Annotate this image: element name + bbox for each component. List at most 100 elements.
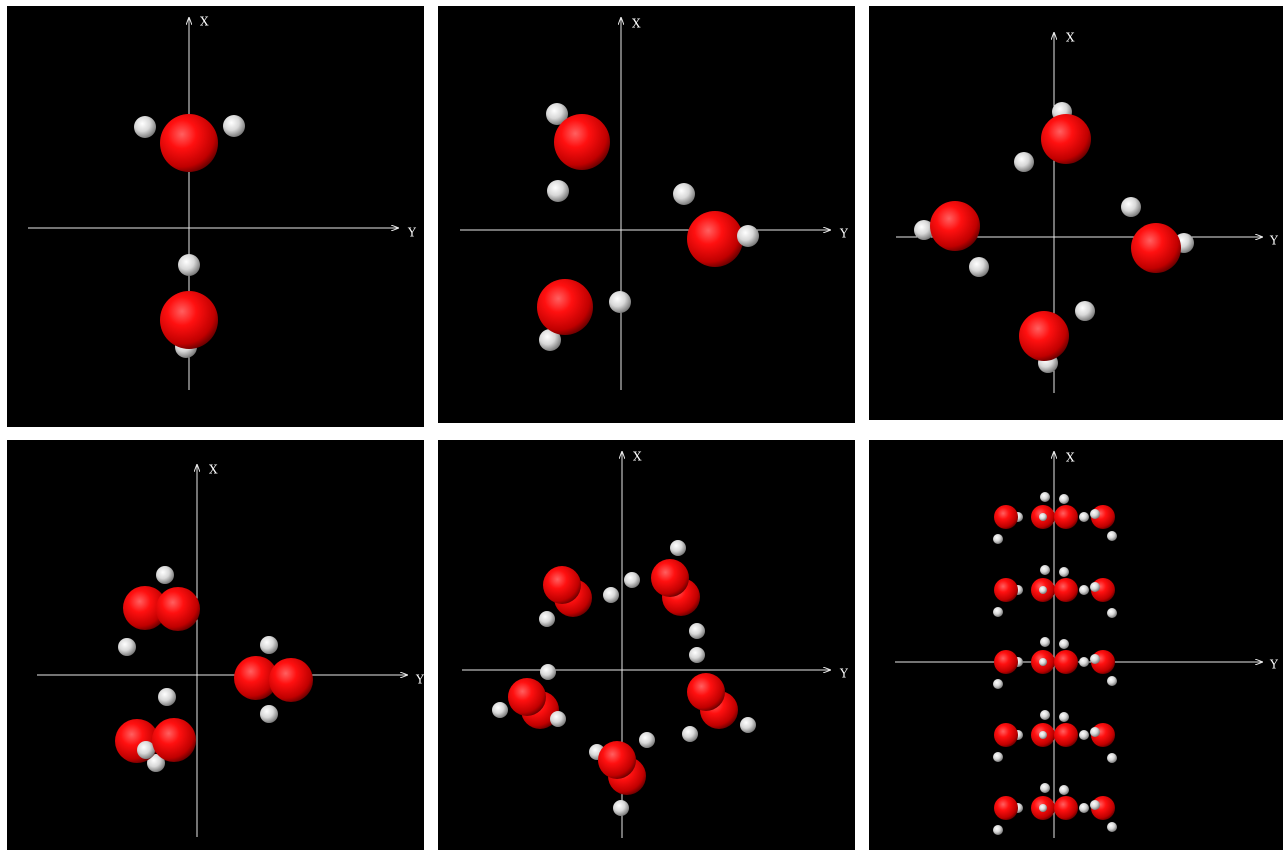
hydrogen-atom: [670, 540, 686, 556]
hydrogen-atom: [260, 636, 278, 654]
hydrogen-atom: [1059, 567, 1069, 577]
panel: XY: [438, 6, 855, 423]
hydrogen-atom: [540, 664, 556, 680]
oxygen-atom: [994, 650, 1018, 674]
hydrogen-atom: [1090, 654, 1100, 664]
hydrogen-atom: [993, 679, 1003, 689]
hydrogen-atom: [178, 254, 200, 276]
panel: XY: [869, 440, 1283, 850]
hydrogen-atom: [1107, 822, 1117, 832]
hydrogen-atom: [1107, 676, 1117, 686]
hydrogen-atom: [993, 534, 1003, 544]
hydrogen-atom: [118, 638, 136, 656]
oxygen-atom: [152, 718, 196, 762]
hydrogen-atom: [609, 291, 631, 313]
hydrogen-atom: [737, 225, 759, 247]
hydrogen-atom: [1090, 727, 1100, 737]
oxygen-atom: [994, 796, 1018, 820]
panel: XY: [869, 6, 1283, 420]
oxygen-atom: [1054, 650, 1078, 674]
panel-background: [869, 6, 1283, 420]
y-axis-label: Y: [1269, 658, 1279, 672]
oxygen-atom: [687, 673, 725, 711]
y-axis-label: Y: [839, 667, 849, 681]
y-axis-label: Y: [839, 227, 849, 241]
oxygen-atom: [156, 587, 200, 631]
oxygen-atom: [994, 578, 1018, 602]
hydrogen-atom: [1059, 712, 1069, 722]
hydrogen-atom: [914, 220, 934, 240]
oxygen-atom: [930, 201, 980, 251]
oxygen-atom: [160, 291, 218, 349]
oxygen-atom: [994, 723, 1018, 747]
oxygen-atom: [1054, 723, 1078, 747]
panel-background: [438, 440, 855, 850]
hydrogen-atom: [1090, 582, 1100, 592]
hydrogen-atom: [539, 329, 561, 351]
oxygen-atom: [1054, 505, 1078, 529]
hydrogen-atom: [260, 705, 278, 723]
x-axis-label: X: [1066, 451, 1075, 465]
oxygen-atom: [1019, 311, 1069, 361]
hydrogen-atom: [673, 183, 695, 205]
hydrogen-atom: [682, 726, 698, 742]
hydrogen-atom: [546, 103, 568, 125]
panel: XY: [7, 6, 424, 427]
hydrogen-atom: [1039, 658, 1047, 666]
hydrogen-atom: [492, 702, 508, 718]
oxygen-atom: [1041, 114, 1091, 164]
x-axis-label: X: [209, 463, 218, 477]
hydrogen-atom: [1107, 531, 1117, 541]
hydrogen-atom: [1014, 152, 1034, 172]
y-axis-label: Y: [407, 226, 417, 240]
y-axis-label: Y: [1269, 234, 1279, 248]
panel: XY: [438, 440, 855, 850]
hydrogen-atom: [1039, 586, 1047, 594]
hydrogen-atom: [134, 116, 156, 138]
hydrogen-atom: [1059, 785, 1069, 795]
hydrogen-atom: [1040, 710, 1050, 720]
oxygen-atom: [537, 279, 593, 335]
hydrogen-atom: [1040, 783, 1050, 793]
oxygen-atom: [1054, 578, 1078, 602]
oxygen-atom: [651, 559, 689, 597]
hydrogen-atom: [689, 623, 705, 639]
hydrogen-atom: [1040, 492, 1050, 502]
hydrogen-atom: [547, 180, 569, 202]
oxygen-atom: [160, 114, 218, 172]
hydrogen-atom: [539, 611, 555, 627]
hydrogen-atom: [689, 647, 705, 663]
hydrogen-atom: [613, 800, 629, 816]
hydrogen-atom: [158, 688, 176, 706]
y-axis-label: Y: [415, 673, 425, 687]
hydrogen-atom: [550, 711, 566, 727]
hydrogen-atom: [1040, 565, 1050, 575]
oxygen-atom: [1131, 223, 1181, 273]
oxygen-atom: [687, 211, 743, 267]
oxygen-atom: [234, 656, 278, 700]
hydrogen-atom: [624, 572, 640, 588]
hydrogen-atom: [1090, 509, 1100, 519]
hydrogen-atom: [993, 607, 1003, 617]
hydrogen-atom: [1039, 513, 1047, 521]
x-axis-label: X: [1066, 31, 1075, 45]
hydrogen-atom: [1107, 753, 1117, 763]
hydrogen-atom: [1040, 637, 1050, 647]
hydrogen-atom: [1079, 803, 1089, 813]
hydrogen-atom: [1039, 731, 1047, 739]
hydrogen-atom: [1121, 197, 1141, 217]
hydrogen-atom: [1079, 512, 1089, 522]
hydrogen-atom: [1107, 608, 1117, 618]
oxygen-atom: [543, 566, 581, 604]
panel-background: [7, 440, 424, 850]
panel-background: [438, 6, 855, 423]
hydrogen-atom: [1079, 657, 1089, 667]
hydrogen-atom: [603, 587, 619, 603]
hydrogen-atom: [1079, 730, 1089, 740]
oxygen-atom: [598, 741, 636, 779]
panel-background: [7, 6, 424, 427]
oxygen-atom: [1054, 796, 1078, 820]
hydrogen-atom: [1039, 804, 1047, 812]
hydrogen-atom: [1059, 494, 1069, 504]
